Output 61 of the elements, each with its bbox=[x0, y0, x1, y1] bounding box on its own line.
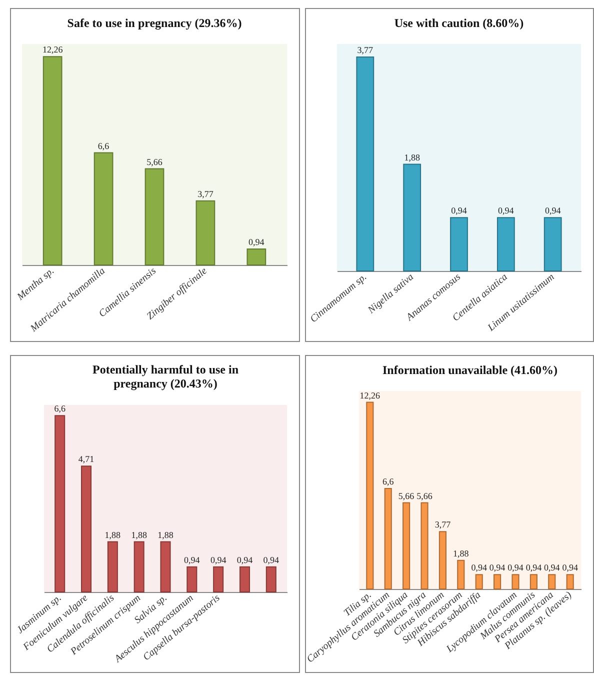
bar bbox=[160, 541, 171, 592]
bar bbox=[107, 541, 118, 592]
bar bbox=[494, 574, 502, 590]
data-label: 1,88 bbox=[104, 530, 122, 540]
data-label: 0,94 bbox=[562, 562, 578, 573]
data-label: 5,66 bbox=[416, 490, 433, 501]
bar bbox=[548, 574, 556, 590]
bar bbox=[94, 152, 114, 266]
data-label: 0,94 bbox=[471, 562, 488, 573]
chart-title: Potentially harmful to use in pregnancy (20.43%) bbox=[92, 362, 239, 391]
bar bbox=[239, 566, 250, 592]
bar bbox=[196, 200, 216, 266]
bar bbox=[438, 531, 446, 590]
bar bbox=[457, 560, 465, 590]
data-label: 3,77 bbox=[198, 188, 214, 199]
bar bbox=[366, 402, 374, 590]
data-label: 0,94 bbox=[544, 206, 562, 216]
bar bbox=[530, 574, 538, 590]
chart-title: Safe to use in pregnancy (29.36%) bbox=[67, 16, 242, 30]
data-label: 4,71 bbox=[78, 454, 94, 464]
bar bbox=[186, 566, 198, 592]
data-label: 0,94 bbox=[236, 554, 254, 565]
data-label: 3,77 bbox=[434, 520, 452, 530]
chart-title: Information unavailable (41.60%) bbox=[382, 363, 558, 377]
data-label: 1,88 bbox=[131, 530, 148, 540]
data-label: 5,66 bbox=[146, 156, 163, 167]
bar bbox=[420, 502, 428, 590]
data-label: 1,88 bbox=[453, 548, 470, 558]
data-label: 1,88 bbox=[158, 530, 174, 540]
bar bbox=[81, 466, 92, 592]
data-label: 0,94 bbox=[451, 206, 468, 216]
data-label: 12,26 bbox=[360, 390, 381, 400]
data-label: 6,6 bbox=[54, 404, 66, 414]
data-label: 3,77 bbox=[357, 45, 374, 56]
data-label: 0,94 bbox=[544, 562, 560, 573]
bar bbox=[512, 574, 520, 590]
data-label: 6,6 bbox=[382, 476, 394, 486]
data-label: 0,94 bbox=[210, 554, 227, 565]
data-label: 0,94 bbox=[184, 554, 200, 565]
data-label: 1,88 bbox=[404, 152, 420, 162]
bar bbox=[54, 415, 66, 592]
data-label: 0,94 bbox=[526, 562, 542, 573]
bar bbox=[134, 541, 144, 592]
data-label: 0,94 bbox=[498, 206, 514, 216]
bar bbox=[384, 488, 392, 590]
bar bbox=[566, 574, 574, 590]
chart-title: Use with caution (8.60%) bbox=[394, 16, 524, 30]
bar bbox=[475, 574, 483, 590]
bar bbox=[144, 168, 164, 266]
data-label: 6,6 bbox=[98, 140, 110, 151]
data-label: 0,94 bbox=[248, 237, 265, 248]
bar bbox=[213, 566, 224, 592]
bar bbox=[266, 566, 276, 592]
data-label: 5,66 bbox=[398, 490, 415, 501]
data-label: 12,26 bbox=[42, 44, 64, 55]
data-label: 0,94 bbox=[489, 562, 506, 573]
data-label: 0,94 bbox=[263, 554, 280, 565]
bar bbox=[246, 248, 266, 266]
bar bbox=[42, 56, 62, 266]
bar bbox=[402, 502, 410, 590]
data-label: 0,94 bbox=[508, 562, 524, 573]
